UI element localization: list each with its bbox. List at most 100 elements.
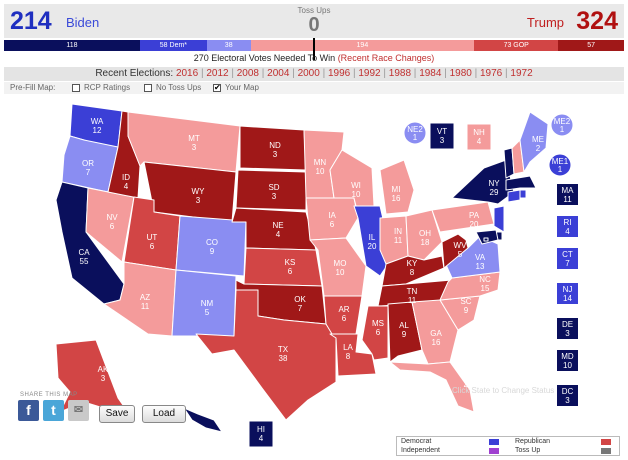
year-separator: | — [380, 68, 389, 79]
rcp-ratings-checkbox[interactable] — [72, 84, 80, 92]
electoral-vote-bar: 118 58 Dem* 38 194 73 GOP 57 — [4, 40, 624, 51]
recent-elections-bar: Recent Elections: 2016 | 2012 | 2008 | 2… — [4, 67, 624, 81]
legend-democrat-swatch — [489, 439, 499, 445]
election-year-link-1972[interactable]: 1972 — [510, 68, 533, 79]
state-label-mn: MN 10 — [314, 158, 327, 176]
election-year-link-2008[interactable]: 2008 — [236, 68, 259, 79]
state-label-wv: WV 5 — [454, 241, 468, 259]
state-dc[interactable] — [483, 237, 489, 242]
state-la[interactable] — [329, 333, 377, 377]
state-box-votes: 7 — [565, 259, 570, 268]
twitter-icon[interactable]: t — [43, 400, 64, 421]
state-box-ma[interactable]: MA 11 — [556, 183, 579, 206]
state-box-abbr: MD — [561, 352, 574, 361]
state-box-ri[interactable]: RI 4 — [556, 215, 579, 238]
state-label-co: CO 9 — [206, 238, 218, 256]
district-me1[interactable] — [548, 153, 572, 177]
state-label-wa: WA 12 — [91, 117, 104, 135]
state-label-oh: OH 18 — [419, 229, 431, 247]
state-me[interactable] — [519, 111, 549, 173]
election-year-link-1980[interactable]: 1980 — [449, 68, 472, 79]
state-ak[interactable] — [55, 339, 133, 419]
votes-needed-label: 270 Electoral Votes Needed To Win — [193, 53, 336, 63]
election-year-link-2016[interactable]: 2016 — [175, 68, 199, 79]
your-map-checkbox[interactable]: ✔ — [213, 83, 221, 92]
state-sd[interactable] — [235, 169, 307, 211]
state-box-nj[interactable]: NJ 14 — [556, 282, 579, 305]
legend-independent-label: Independent — [401, 447, 440, 454]
save-button[interactable]: Save — [99, 405, 135, 423]
no-tossups-checkbox[interactable] — [144, 84, 152, 92]
legend-republican-label: Republican — [515, 438, 551, 445]
state-mi[interactable] — [379, 159, 415, 215]
state-label-or: OR 7 — [82, 159, 94, 177]
state-label-tn: TN 11 — [407, 287, 418, 305]
election-year-link-1988[interactable]: 1988 — [388, 68, 412, 79]
election-year-link-2012[interactable]: 2012 — [206, 68, 229, 79]
district-label-me2: ME2 1 — [554, 117, 571, 134]
recent-race-changes-link[interactable]: (Recent Race Changes) — [337, 53, 435, 63]
year-separator: | — [471, 68, 480, 79]
seat-bar-segment: 118 — [4, 40, 140, 51]
state-box-de[interactable]: DE 3 — [556, 317, 579, 340]
state-label-ca: CA 55 — [78, 248, 90, 266]
state-label-mi: MI 16 — [392, 185, 401, 203]
election-year-link-2004[interactable]: 2004 — [267, 68, 290, 79]
election-year-link-1976[interactable]: 1976 — [480, 68, 503, 79]
district-me2[interactable] — [550, 113, 574, 137]
tossup-total: 0 — [308, 14, 320, 36]
callout-label-hi: HI 4 — [257, 425, 265, 443]
state-box-md[interactable]: MD 10 — [556, 349, 579, 372]
state-md[interactable] — [475, 229, 499, 245]
election-year-link-2000[interactable]: 2000 — [297, 68, 320, 79]
state-ma[interactable] — [505, 175, 537, 191]
state-label-fl: FL 29 — [463, 371, 473, 389]
no-tossups-label[interactable]: No Toss Ups — [156, 83, 202, 92]
state-nj[interactable] — [493, 205, 505, 233]
state-label-id: ID 4 — [122, 173, 130, 191]
state-box-dc[interactable]: DC 3 — [556, 384, 579, 407]
state-label-me: ME 2 — [532, 135, 544, 153]
state-al[interactable] — [387, 301, 423, 363]
email-icon[interactable]: ✉ — [68, 400, 89, 421]
state-wi[interactable] — [329, 149, 375, 207]
state-wv[interactable] — [441, 233, 469, 269]
state-fl[interactable] — [389, 361, 475, 413]
state-hi[interactable] — [183, 407, 223, 433]
your-map-label[interactable]: Your Map — [225, 83, 259, 92]
election-year-link-1992[interactable]: 1992 — [358, 68, 381, 79]
year-separator: | — [441, 68, 450, 79]
state-ri[interactable] — [519, 189, 527, 199]
votes-needed-text: 270 Electoral Votes Needed To Win (Recen… — [0, 53, 628, 63]
year-separator: | — [198, 68, 207, 79]
election-year-link-1996[interactable]: 1996 — [327, 68, 351, 79]
state-tx[interactable] — [195, 289, 337, 421]
state-box-votes: 14 — [563, 294, 572, 303]
district-ne2[interactable] — [403, 121, 427, 145]
recent-elections-years: 2016 | 2012 | 2008 | 2004 | 2000 | 1996 … — [176, 68, 533, 79]
prefill-map-bar: Pre-Fill Map: RCP Ratings No Toss Ups ✔ … — [4, 82, 624, 94]
state-label-wy: WY 3 — [192, 187, 206, 205]
state-label-mo: MO 10 — [334, 259, 347, 277]
callout-hi[interactable] — [248, 420, 274, 448]
facebook-icon[interactable]: f — [18, 400, 39, 421]
callout-vt[interactable] — [429, 122, 455, 150]
state-ks[interactable] — [243, 247, 323, 287]
state-box-abbr: MA — [561, 186, 574, 195]
seat-bar-segment: 57 — [558, 40, 624, 51]
election-year-link-1984[interactable]: 1984 — [419, 68, 442, 79]
state-ct[interactable] — [507, 189, 521, 203]
score-header: 214 Biden Toss Ups 0 Trump 324 — [4, 4, 624, 38]
state-box-ct[interactable]: CT 7 — [556, 247, 579, 270]
load-button[interactable]: Load — [142, 405, 186, 423]
legend-democrat-label: Democrat — [401, 438, 432, 445]
callout-nh[interactable] — [466, 123, 492, 151]
legend-tossup-swatch — [601, 448, 611, 454]
state-box-abbr: CT — [562, 250, 573, 259]
state-label-ok: OK 7 — [294, 295, 306, 313]
state-oh[interactable] — [405, 209, 443, 261]
trump-electoral-total: 324 — [576, 7, 618, 35]
state-pa[interactable] — [431, 201, 495, 233]
rcp-ratings-label[interactable]: RCP Ratings — [84, 83, 131, 92]
